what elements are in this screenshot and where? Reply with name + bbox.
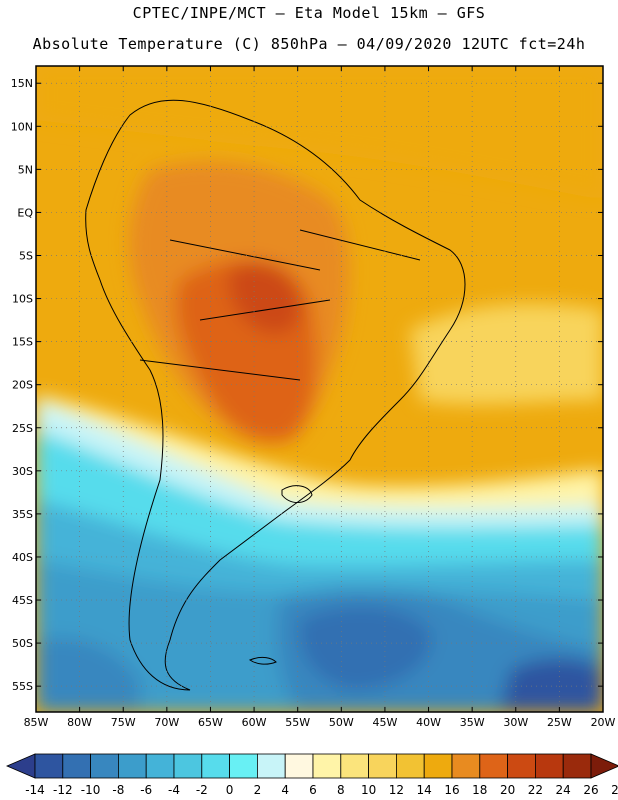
chart-title-line-1: CPTEC/INPE/MCT – Eta Model 15km – GFS (132, 4, 486, 22)
x-tick-label: 85W (24, 716, 49, 729)
colorbar-label: -12 (53, 783, 73, 797)
x-tick-label: 70W (154, 716, 179, 729)
y-tick-label: 55S (12, 680, 33, 693)
x-tick-label: 30W (503, 716, 528, 729)
axes: 85W 80W 75W 70W 65W 60W 55W 50W 45W 40W 35W 30W 25W 2… (11, 66, 616, 729)
x-tick-label: 40W (416, 716, 441, 729)
colorbar-label: 16 (444, 783, 459, 797)
colorbar-label: 4 (281, 783, 289, 797)
colorbar-swatch (562, 753, 592, 779)
colorbar-swatch (368, 753, 397, 779)
colorbar-swatch (312, 753, 342, 779)
colorbar-swatch (256, 753, 286, 779)
colorbar-swatch (5, 753, 36, 779)
colorbar: -14 -12 -10 -8 -6 -4 -2 0 2 4 6 8 10 12 14 16 18 20 22 24 26… (5, 753, 618, 797)
x-tick-label: 80W (67, 716, 92, 729)
colorbar-swatch (479, 753, 508, 779)
colorbar-label: 10 (361, 783, 376, 797)
colorbar-label: 14 (417, 783, 432, 797)
colorbar-swatch (535, 753, 564, 779)
colorbar-swatch (507, 753, 536, 779)
colorbar-swatch (423, 753, 453, 779)
y-tick-label: 50S (12, 637, 33, 650)
x-tick-label: 65W (198, 716, 223, 729)
colorbar-label: -4 (168, 783, 180, 797)
colorbar-swatch (229, 753, 258, 779)
colorbar-swatch (451, 753, 481, 779)
x-tick-label: 50W (329, 716, 354, 729)
colorbar-label: 8 (337, 783, 345, 797)
colorbar-label: -10 (81, 783, 101, 797)
colorbar-label: 2 (254, 783, 262, 797)
colorbar-label: 12 (389, 783, 404, 797)
y-tick-label: 20S (12, 379, 33, 392)
colorbar-label: 28 (611, 783, 618, 797)
colorbar-swatch (590, 753, 618, 779)
x-tick-label: 60W (242, 716, 267, 729)
x-tick-label: 35W (460, 716, 485, 729)
colorbar-label: 6 (309, 783, 317, 797)
chart-title-line-2: Absolute Temperature (C) 850hPa – 04/09/… (32, 35, 586, 53)
colorbar-swatch (62, 753, 91, 779)
y-tick-label: 10N (11, 120, 33, 133)
colorbar-swatch (145, 753, 175, 779)
y-tick-label: 30S (12, 465, 33, 478)
x-tick-label: 20W (591, 716, 616, 729)
colorbar-swatch (340, 753, 369, 779)
colorbar-label: 22 (528, 783, 543, 797)
x-tick-label: 25W (547, 716, 572, 729)
y-tick-label: 25S (12, 422, 33, 435)
x-tick-label: 45W (372, 716, 397, 729)
y-tick-label: 35S (12, 508, 33, 521)
colorbar-swatch (118, 753, 147, 779)
colorbar-label: 24 (556, 783, 571, 797)
colorbar-swatch (201, 753, 231, 779)
colorbar-swatch (284, 753, 314, 779)
colorbar-label: -2 (196, 783, 208, 797)
y-tick-label: 15N (11, 77, 33, 90)
colorbar-label: -6 (140, 783, 152, 797)
colorbar-label: 26 (583, 783, 598, 797)
colorbar-swatch (90, 753, 119, 779)
colorbar-label: -14 (25, 783, 45, 797)
colorbar-label: -8 (112, 783, 124, 797)
x-tick-label: 55W (285, 716, 310, 729)
colorbar-label: 20 (500, 783, 515, 797)
y-tick-label: 45S (12, 594, 33, 607)
colorbar-swatch (173, 753, 203, 779)
colorbar-label: 0 (226, 783, 234, 797)
y-tick-label: 40S (12, 551, 33, 564)
colorbar-swatch (34, 753, 64, 779)
y-tick-label: 5S (19, 249, 33, 262)
coastline (85, 99, 466, 691)
y-tick-label: 15S (12, 336, 33, 349)
colorbar-swatch (395, 753, 425, 779)
x-tick-label: 75W (111, 716, 136, 729)
colorbar-label: 18 (472, 783, 487, 797)
temperature-field (36, 66, 603, 712)
y-tick-label: 5N (18, 163, 33, 176)
y-tick-label: 10S (12, 293, 33, 306)
y-tick-label: EQ (17, 206, 33, 219)
plot-frame (35, 65, 604, 713)
